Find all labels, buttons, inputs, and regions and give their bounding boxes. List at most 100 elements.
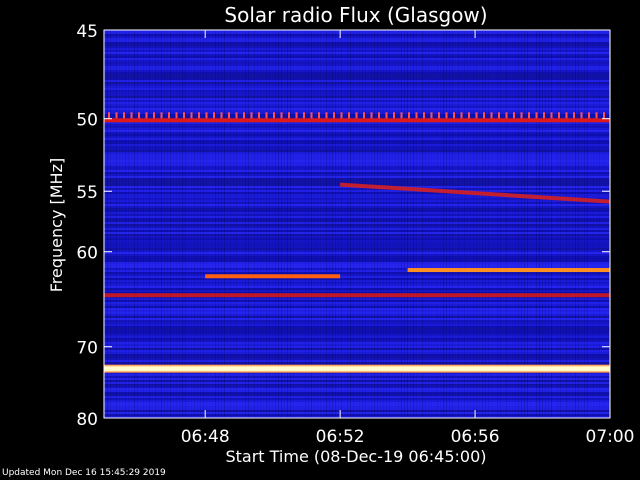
texture-column [467, 30, 468, 418]
texture-band [104, 30, 610, 32]
texture-band [104, 376, 610, 378]
texture-column [131, 30, 132, 418]
texture-column [284, 30, 285, 418]
texture-band [104, 208, 610, 210]
texture-band [104, 232, 610, 234]
texture-column [509, 30, 510, 418]
texture-band [104, 202, 610, 204]
texture-band [104, 352, 610, 354]
texture-column [476, 30, 477, 418]
periodic-marker [183, 112, 185, 119]
texture-band [104, 32, 610, 34]
texture-column [290, 30, 291, 418]
texture-band [104, 150, 610, 152]
periodic-marker [333, 112, 335, 119]
texture-column [380, 30, 381, 418]
texture-band [104, 192, 610, 194]
texture-band [104, 172, 610, 174]
periodic-marker [348, 112, 350, 119]
texture-column [119, 30, 120, 418]
texture-column [137, 30, 138, 418]
plot-frame [103, 29, 611, 419]
texture-band [104, 68, 610, 70]
periodic-marker [198, 112, 200, 119]
texture-band [104, 262, 610, 264]
texture-column [470, 30, 471, 418]
texture-column [221, 30, 222, 418]
texture-band [104, 412, 610, 414]
texture-column [377, 30, 378, 418]
texture-column [263, 30, 264, 418]
texture-band [104, 38, 610, 40]
texture-band [104, 70, 610, 72]
texture-column [578, 30, 579, 418]
texture-column [434, 30, 435, 418]
texture-column [527, 30, 528, 418]
periodic-marker [340, 112, 343, 119]
texture-band [104, 60, 610, 62]
texture-column [281, 30, 282, 418]
texture-column [260, 30, 261, 418]
texture-column [371, 30, 372, 418]
texture-column [386, 30, 387, 418]
texture-column [560, 30, 561, 418]
periodic-marker [415, 112, 418, 119]
texture-column [164, 30, 165, 418]
texture-column [356, 30, 357, 418]
texture-column [599, 30, 600, 418]
texture-band [104, 180, 610, 182]
texture-band [104, 196, 610, 198]
y-tick-label: 80 [76, 410, 98, 430]
texture-column [569, 30, 570, 418]
texture-column [572, 30, 573, 418]
periodic-marker [475, 112, 478, 119]
texture-band [104, 188, 610, 190]
texture-column [374, 30, 375, 418]
periodic-marker [168, 112, 170, 119]
texture-column [407, 30, 408, 418]
texture-column [200, 30, 201, 418]
texture-band [104, 56, 610, 58]
texture-column [347, 30, 348, 418]
periodic-marker [528, 112, 530, 119]
texture-column [524, 30, 525, 418]
chart-title: Solar radio Flux (Glasgow) [224, 3, 487, 27]
texture-band [104, 204, 610, 206]
periodic-marker [280, 112, 283, 119]
texture-column [107, 30, 108, 418]
texture-band [104, 104, 610, 106]
texture-column [197, 30, 198, 418]
texture-band [104, 292, 610, 294]
texture-column [272, 30, 273, 418]
texture-band [104, 132, 610, 134]
texture-column [203, 30, 204, 418]
texture-column [179, 30, 180, 418]
texture-band [104, 164, 610, 166]
texture-band [104, 320, 610, 322]
texture-band [104, 416, 610, 418]
texture-band [104, 338, 610, 340]
texture-column [314, 30, 315, 418]
texture-band [104, 88, 610, 90]
texture-column [587, 30, 588, 418]
periodic-marker [130, 112, 133, 119]
texture-band [104, 134, 610, 136]
texture-column [161, 30, 162, 418]
periodic-marker [400, 112, 403, 119]
texture-band [104, 156, 610, 158]
texture-column [257, 30, 258, 418]
texture-band [104, 274, 610, 276]
texture-column [368, 30, 369, 418]
feature-line [104, 118, 610, 123]
texture-column [473, 30, 474, 418]
texture-band [104, 80, 610, 82]
texture-band [104, 168, 610, 170]
texture-band [104, 144, 610, 146]
texture-band [104, 178, 610, 180]
texture-band [104, 310, 610, 312]
texture-band [104, 360, 610, 362]
texture-column [245, 30, 246, 418]
texture-band [104, 286, 610, 288]
texture-column [278, 30, 279, 418]
